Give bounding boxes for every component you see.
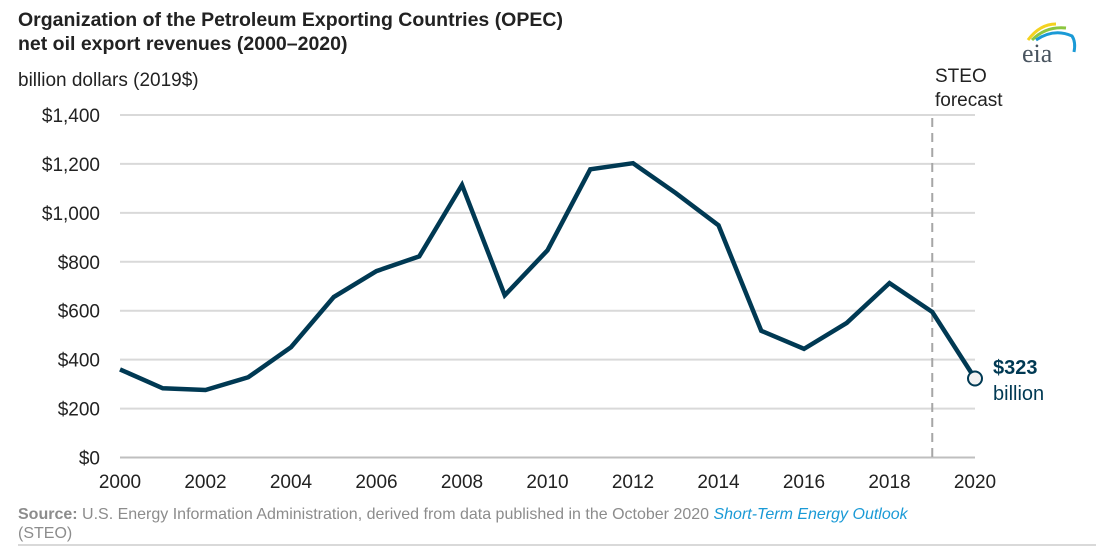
y-tick-label: $0 [79, 449, 100, 470]
y-tick-label: $1,400 [42, 106, 100, 127]
endpoint-marker [967, 370, 983, 387]
x-tick-label: 2002 [184, 472, 226, 493]
y-tick-label: $600 [58, 302, 100, 323]
source-tail: (STEO) [18, 525, 73, 542]
source-label: Source: [18, 506, 78, 523]
endpoint-value-label: $323 [993, 357, 1038, 379]
x-tick-label: 2020 [954, 472, 996, 493]
x-tick-label: 2010 [526, 472, 568, 493]
eia-logo: eia [1022, 22, 1077, 66]
forecast-label-line1: STEO [935, 66, 987, 87]
x-tick-label: 2004 [270, 472, 313, 493]
steo-link[interactable]: Short-Term Energy Outlook [713, 506, 908, 523]
x-tick-label: 2008 [441, 472, 483, 493]
chart-units: billion dollars (2019$) [18, 70, 199, 91]
x-tick-label: 2014 [697, 472, 740, 493]
forecast-label-line2: forecast [935, 90, 1003, 111]
chart-title-line1: Organization of the Petroleum Exporting … [18, 9, 563, 31]
x-tick-label: 2012 [612, 472, 654, 493]
x-tick-label: 2016 [783, 472, 825, 493]
y-tick-label: $1,000 [42, 204, 100, 225]
y-tick-label: $200 [58, 400, 100, 421]
x-tick-label: 2018 [868, 472, 910, 493]
x-tick-label: 2006 [355, 472, 397, 493]
series-line [119, 160, 977, 393]
chart-title-line2: net oil export revenues (2000–2020) [18, 33, 348, 55]
source-text: U.S. Energy Information Administration, … [77, 506, 714, 523]
y-tick-label: $400 [58, 351, 100, 372]
logo-text: eia [1022, 39, 1053, 66]
chart-title: Organization of the Petroleum Exporting … [18, 8, 563, 56]
endpoint-unit-label: billion [993, 383, 1044, 405]
y-tick-label: $800 [58, 253, 100, 274]
source-note: Source: U.S. Energy Information Administ… [18, 505, 1096, 543]
y-tick-label: $1,200 [42, 155, 100, 176]
bottom-divider [18, 544, 1096, 546]
x-tick-label: 2000 [99, 472, 141, 493]
